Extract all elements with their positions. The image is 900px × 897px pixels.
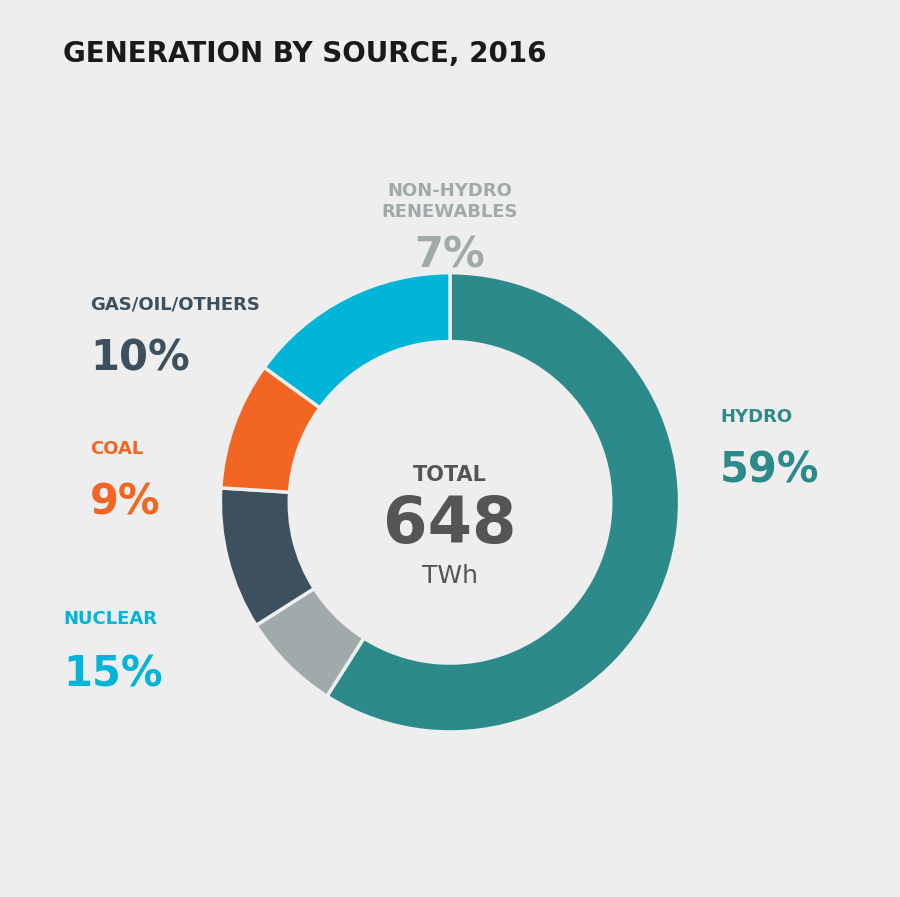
Text: 15%: 15% [63,654,163,695]
Text: 9%: 9% [90,482,160,523]
Text: TOTAL: TOTAL [413,465,487,484]
Text: COAL: COAL [90,440,143,457]
Text: TWh: TWh [422,564,478,588]
Text: HYDRO: HYDRO [720,408,792,426]
Wedge shape [220,488,314,625]
Text: 59%: 59% [720,450,820,492]
Wedge shape [265,273,450,408]
Text: 10%: 10% [90,338,190,379]
Wedge shape [220,368,320,492]
Text: 7%: 7% [415,235,485,276]
Text: NON-HYDRO
RENEWABLES: NON-HYDRO RENEWABLES [382,182,518,222]
Text: GAS/OIL/OTHERS: GAS/OIL/OTHERS [90,296,260,314]
Wedge shape [256,588,364,696]
Text: GENERATION BY SOURCE, 2016: GENERATION BY SOURCE, 2016 [63,40,546,68]
Text: NUCLEAR: NUCLEAR [63,610,157,628]
Wedge shape [327,273,680,732]
Text: 648: 648 [383,494,517,556]
